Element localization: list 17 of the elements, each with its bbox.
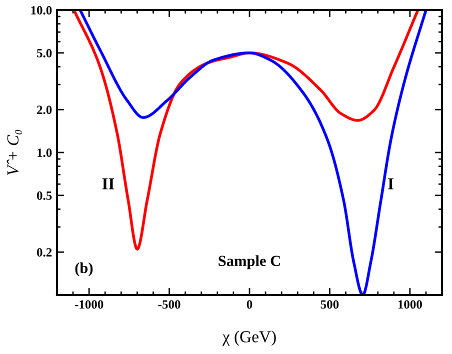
x-tick-label: 500 (320, 300, 339, 309)
y-tick-label: 0.2 (36, 248, 52, 257)
annotation: II (102, 178, 114, 190)
x-tick-label: -500 (158, 300, 180, 309)
x-tick-label: -1000 (74, 300, 104, 309)
annotation: Sample C (218, 255, 280, 270)
x-axis-title: χ (GeV) (222, 330, 276, 346)
y-tick-label: 5.0 (37, 48, 52, 58)
y-axis-title: V̂ + C₀ (6, 130, 22, 175)
y-tick-label: 1.0 (38, 148, 52, 158)
y-tick-label: 0.5 (36, 191, 52, 200)
annotation: (b) (75, 262, 93, 276)
x-tick-label: 1000 (398, 300, 422, 309)
x-tick-label: 0 (246, 300, 252, 309)
annotation: I (388, 178, 394, 190)
y-tick-label: 10.0 (31, 6, 52, 15)
y-tick-label: 2.0 (37, 106, 52, 114)
